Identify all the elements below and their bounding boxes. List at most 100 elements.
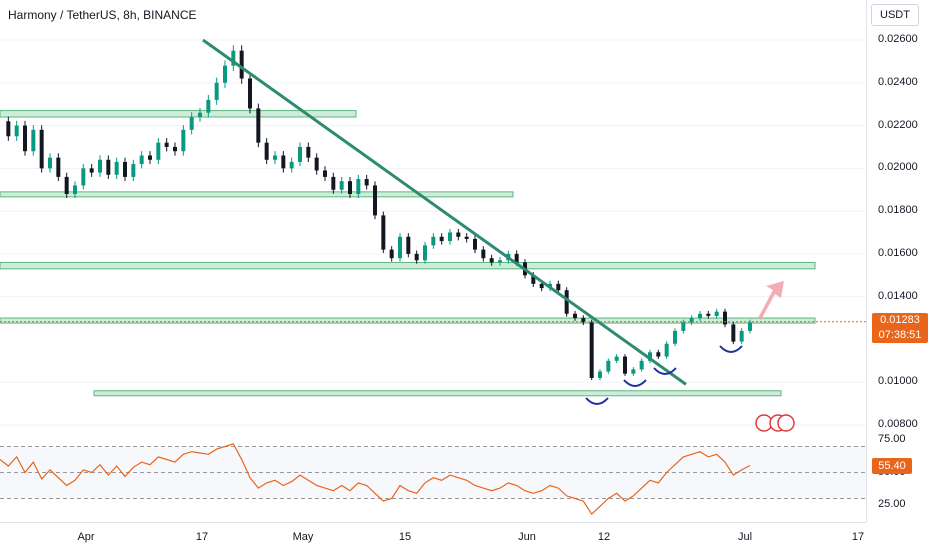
candle-body (206, 99, 211, 113)
candle-body (164, 142, 169, 147)
candle-body (73, 185, 77, 194)
candle-body (348, 181, 352, 194)
candle-body (223, 65, 227, 83)
price-tick-label: 0.01800 (878, 204, 918, 217)
candle-body (198, 112, 202, 117)
price-tick-label: 0.00800 (878, 418, 918, 430)
price-zone (0, 191, 514, 198)
candle-body (556, 283, 561, 291)
rsi-tick-label: 75.00 (878, 433, 906, 445)
candle-body (31, 129, 36, 152)
candle-body (431, 236, 436, 246)
candle-body (273, 155, 277, 160)
candle-body (39, 129, 44, 169)
candle-body (248, 78, 252, 109)
candle-body (623, 356, 627, 374)
chart-title: Harmony / TetherUS, 8h, BINANCE (8, 8, 197, 22)
candle-body (131, 164, 136, 177)
candle-body (98, 159, 102, 173)
candle-body (139, 155, 144, 165)
candle-body (381, 215, 386, 250)
chart-svg[interactable] (0, 0, 866, 522)
time-axis[interactable] (0, 522, 866, 551)
time-tick-label: 17 (195, 531, 209, 543)
candle-body (648, 352, 652, 361)
candle-body (481, 249, 486, 259)
candle-body (631, 369, 636, 374)
cup-pattern-mark (653, 367, 677, 375)
event-flag-icon (777, 414, 795, 432)
candle-body (298, 146, 302, 162)
currency-selector[interactable]: USDT (871, 4, 919, 26)
candle-body (614, 356, 619, 361)
rsi-value-badge: 55.40 (872, 458, 912, 474)
drawing-overlays (0, 38, 866, 432)
candle-body (698, 313, 702, 319)
candle-body (89, 168, 94, 173)
candle-body (514, 253, 519, 263)
candle-body (156, 142, 161, 160)
candle-body (114, 161, 119, 175)
candle-body (731, 324, 736, 342)
candle-body (539, 283, 544, 289)
candle-body (714, 311, 719, 316)
candle-body (423, 245, 427, 261)
rsi-panel (0, 443, 866, 516)
support-resistance-zones (0, 110, 816, 397)
price-tick-label: 0.01000 (878, 375, 918, 388)
candle-body (389, 249, 394, 259)
candle-body (398, 236, 402, 259)
candle-body (23, 125, 27, 152)
candle-body (364, 179, 369, 186)
last-price-value: 0.01283 (880, 314, 920, 326)
price-tick-label: 0.02200 (878, 118, 918, 131)
candle-body (681, 322, 686, 331)
price-axis[interactable] (866, 0, 932, 522)
candle-body (173, 146, 177, 152)
candle-body (6, 121, 11, 137)
candle-body (181, 129, 186, 152)
downtrend-line (202, 38, 687, 386)
candle-body (106, 159, 111, 175)
price-tick-label: 0.02000 (878, 161, 918, 174)
candle-body (581, 318, 586, 323)
candle-body (264, 142, 269, 160)
candle-body (456, 232, 461, 237)
candle-body (331, 176, 336, 190)
candle-body (689, 318, 694, 323)
candle-body (323, 170, 327, 177)
candle-body (639, 360, 644, 370)
last-price-badge: 0.01283 07:38:51 (872, 313, 928, 343)
candle-body (56, 157, 61, 177)
candle-body (339, 181, 344, 190)
cup-pattern-mark (623, 379, 647, 387)
price-candles (6, 45, 752, 381)
price-zone (0, 261, 816, 270)
candle-body (356, 179, 361, 194)
time-tick-label: 15 (398, 531, 412, 543)
candle-body (498, 260, 502, 263)
price-tick-label: 0.02400 (878, 75, 918, 88)
time-tick-label: 17 (851, 531, 865, 543)
price-tick-label: 0.01400 (878, 289, 918, 302)
candle-body (214, 82, 219, 100)
candle-body (748, 322, 752, 331)
time-tick-label: 12 (597, 531, 611, 543)
cup-pattern-mark (585, 397, 609, 405)
time-tick-label: Jul (737, 531, 753, 543)
time-tick-label: Jun (518, 531, 536, 543)
candle-body (606, 360, 611, 372)
cup-pattern-mark (719, 345, 743, 353)
price-tick-label: 0.01600 (878, 246, 918, 259)
candle-body (489, 258, 494, 263)
candle-body (189, 117, 194, 130)
price-zone (93, 390, 782, 397)
target-arrow (758, 281, 784, 320)
rsi-tick-label: 25.00 (878, 498, 906, 510)
candle-body (239, 50, 244, 79)
candle-body (598, 371, 602, 378)
candle-body (673, 330, 677, 344)
candle-body (406, 236, 411, 254)
candle-body (723, 311, 727, 325)
candle-body (473, 238, 477, 250)
